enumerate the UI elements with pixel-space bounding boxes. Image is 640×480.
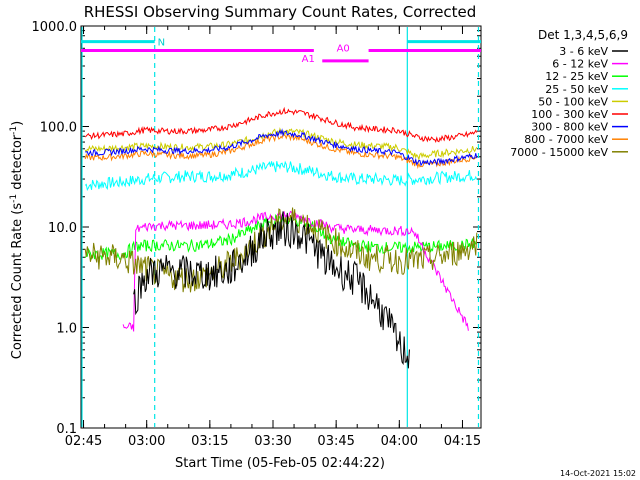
x-tick-label: 03:00 bbox=[128, 434, 165, 449]
x-tick-label: 03:45 bbox=[317, 434, 354, 449]
y-axis-label-superscript-1: -1 bbox=[9, 194, 19, 203]
night-label: N bbox=[158, 38, 165, 49]
legend-label-1: 6 - 12 keV bbox=[552, 58, 608, 71]
chart-title: RHESSI Observing Summary Count Rates, Co… bbox=[84, 3, 477, 21]
attenuator-bars: N A0 A1 bbox=[81, 27, 481, 427]
series-line-4 bbox=[84, 127, 478, 162]
series-line-3 bbox=[84, 160, 478, 192]
series-lines bbox=[84, 106, 478, 369]
y-axis-label: Corrected Count Rate (s-1 detector-1) bbox=[9, 121, 25, 359]
footer-date: 14-Oct-2021 15:02 bbox=[560, 469, 636, 478]
y-axis-label-middle: detector bbox=[10, 134, 25, 194]
series-line-1 bbox=[122, 210, 469, 332]
legend-label-2: 12 - 25 keV bbox=[545, 70, 608, 83]
x-axis-label: Start Time (05-Feb-05 02:44:22) bbox=[175, 456, 385, 471]
series-line-5 bbox=[84, 106, 478, 143]
legend-label-3: 25 - 50 keV bbox=[545, 83, 608, 96]
legend-label-0: 3 - 6 keV bbox=[559, 45, 608, 58]
x-tick-label: 04:00 bbox=[381, 434, 418, 449]
y-axis-label-superscript-2: -1 bbox=[9, 126, 19, 135]
series-line-7 bbox=[84, 132, 478, 170]
y-tick-label: 1000.0 bbox=[32, 20, 78, 35]
x-axis-ticks: 02:45 03:00 03:15 03:30 03:45 04:00 04:15 bbox=[65, 26, 481, 449]
x-tick-label: 03:30 bbox=[254, 434, 291, 449]
legend-label-5: 100 - 300 keV bbox=[531, 108, 608, 121]
y-tick-label: 10.0 bbox=[48, 221, 77, 236]
x-tick-label: 03:15 bbox=[191, 434, 228, 449]
legend-title: Det 1,3,4,5,6,9 bbox=[538, 28, 628, 42]
x-tick-label: 02:45 bbox=[65, 434, 102, 449]
legend-label-7: 800 - 7000 keV bbox=[524, 133, 608, 146]
series-line-0 bbox=[133, 211, 410, 369]
series-line-6 bbox=[85, 128, 478, 167]
legend-label-4: 50 - 100 keV bbox=[538, 95, 608, 108]
y-tick-label: 100.0 bbox=[40, 121, 77, 136]
y-axis-label-end: ) bbox=[10, 121, 25, 126]
legend-label-8: 7000 - 15000 keV bbox=[510, 146, 608, 159]
attenuator-label-a0: A0 bbox=[337, 44, 350, 55]
attenuator-label-a1: A1 bbox=[302, 54, 315, 65]
x-tick-label: 04:15 bbox=[444, 434, 481, 449]
y-tick-label: 0.1 bbox=[56, 422, 77, 437]
legend-label-6: 300 - 800 keV bbox=[531, 121, 608, 134]
y-tick-label: 1.0 bbox=[56, 322, 77, 337]
y-axis-label-main: Corrected Count Rate (s bbox=[10, 203, 25, 360]
